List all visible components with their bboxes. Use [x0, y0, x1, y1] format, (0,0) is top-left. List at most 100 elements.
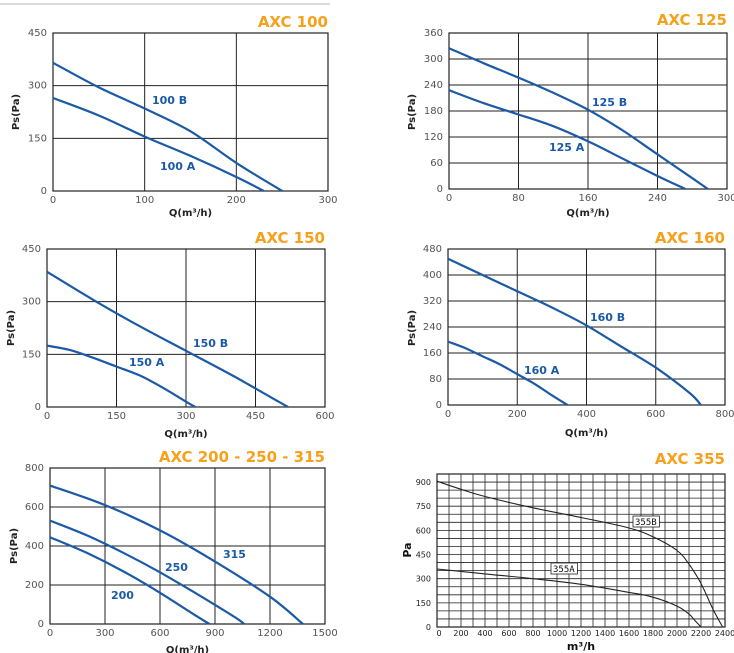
x-tick-label: 300 — [176, 411, 195, 422]
chart-title: AXC 125 — [657, 11, 727, 29]
x-tick-label: 800 — [715, 409, 734, 420]
x-tick-label: 200 — [508, 409, 527, 420]
y-tick-label: 80 — [429, 374, 442, 385]
plot-frame — [49, 467, 326, 625]
chart-axc200: AXC 200 - 250 - 315 0 200 400 600 800 0 300 600 9… — [9, 448, 338, 653]
y-tick-label: 300 — [416, 575, 431, 584]
x-tick-label: 1800 — [643, 629, 663, 638]
y-tick-label: 450 — [28, 28, 47, 39]
y-tick-label: 0 — [436, 400, 442, 411]
y-tick-label: 240 — [424, 80, 443, 91]
plot-frame — [52, 32, 329, 192]
y-tick-label: 900 — [416, 478, 431, 487]
x-tick-label: 900 — [205, 628, 224, 639]
x-tick-label: 0 — [44, 411, 50, 422]
x-axis-label: Q(m³/h) — [169, 208, 212, 219]
series-line-150-b — [46, 270, 289, 408]
plot-frame — [46, 248, 326, 408]
series-line-355a — [436, 568, 702, 628]
x-tick-label: 600 — [646, 409, 665, 420]
x-axis-label: m³/h — [567, 640, 595, 653]
series-label: 150 B — [193, 337, 228, 350]
series-line-160-a — [447, 340, 569, 406]
y-tick-label: 0 — [38, 619, 44, 630]
y-tick-label: 300 — [22, 297, 41, 308]
series-label: 125 B — [592, 96, 627, 109]
y-tick-label: 450 — [416, 551, 431, 560]
chart-title: AXC 355 — [655, 450, 725, 468]
y-tick-label: 600 — [416, 526, 431, 535]
series-label: 150 A — [129, 356, 165, 369]
series-line-100-a — [52, 96, 265, 192]
x-tick-label: 0 — [446, 193, 452, 204]
x-tick-label: 2400 — [715, 629, 734, 638]
y-tick-label: 800 — [25, 463, 44, 474]
y-tick-label: 0 — [426, 623, 431, 632]
y-tick-label: 0 — [35, 402, 41, 413]
x-tick-label: 400 — [577, 409, 596, 420]
series-label: 100 B — [152, 94, 187, 107]
series-label: 160 A — [524, 364, 560, 377]
x-axis-label: Q(m³/h) — [565, 428, 608, 439]
x-tick-label: 400 — [477, 629, 492, 638]
y-axis-label: Ps(Pa) — [6, 310, 17, 346]
y-tick-label: 300 — [424, 54, 443, 65]
y-tick-label: 150 — [22, 349, 41, 360]
x-tick-label: 600 — [315, 411, 334, 422]
series-label: 355A — [553, 565, 575, 575]
y-tick-label: 450 — [22, 244, 41, 255]
x-tick-label: 600 — [150, 628, 169, 639]
y-tick-label: 320 — [423, 296, 442, 307]
chart-title: AXC 160 — [655, 229, 725, 247]
chart-title: AXC 150 — [255, 229, 325, 247]
x-tick-label: 1000 — [547, 629, 567, 638]
y-tick-label: 240 — [423, 322, 442, 333]
plot-frame — [448, 32, 728, 190]
series-line-125-b — [448, 47, 709, 190]
series-line-200 — [49, 536, 211, 625]
chart-axc355: AXC 355 0 150 300 450 600 750 900 0 200 400 600 800 1… — [401, 450, 734, 653]
series-line-315 — [49, 484, 304, 625]
y-axis-label: Ps(Pa) — [11, 94, 22, 130]
series-label-box — [632, 515, 660, 528]
series-line-100-b — [52, 61, 283, 192]
series-label: 200 — [111, 589, 134, 602]
x-tick-label: 1200 — [571, 629, 591, 638]
x-axis-label: Q(m³/h) — [164, 429, 207, 440]
chart-title: AXC 100 — [258, 13, 328, 31]
series-label: 100 A — [160, 160, 196, 173]
series-line-125-a — [448, 89, 686, 190]
y-tick-label: 600 — [25, 502, 44, 513]
x-tick-label: 0 — [436, 629, 441, 638]
x-tick-label: 300 — [717, 193, 734, 204]
series-line-355b — [436, 480, 724, 628]
plot-frame — [447, 248, 726, 406]
series-label: 355B — [635, 518, 657, 528]
y-tick-label: 0 — [41, 186, 47, 197]
x-tick-label: 100 — [135, 195, 154, 206]
x-tick-label: 600 — [501, 629, 516, 638]
chart-axc125: AXC 125 0 60 120 180 240 300 360 0 80 160 240 300 Q(m… — [407, 11, 734, 219]
chart-axc100: AXC 100 0 150 300 450 0 100 200 300 Q(m³/h) Ps(Pa)… — [11, 13, 338, 219]
y-tick-label: 400 — [25, 541, 44, 552]
y-tick-label: 160 — [423, 348, 442, 359]
x-tick-label: 800 — [525, 629, 540, 638]
series-line-150-a — [46, 344, 196, 408]
x-tick-label: 1600 — [619, 629, 639, 638]
x-tick-label: 0 — [445, 409, 451, 420]
x-tick-label: 0 — [47, 628, 53, 639]
y-axis-label: Ps(Pa) — [9, 528, 20, 564]
y-tick-label: 150 — [28, 133, 47, 144]
x-tick-label: 1500 — [312, 628, 337, 639]
plot-frame — [436, 473, 726, 628]
series-label: 125 A — [549, 141, 585, 154]
x-tick-label: 200 — [227, 195, 246, 206]
y-tick-label: 150 — [416, 599, 431, 608]
x-tick-label: 1200 — [257, 628, 282, 639]
y-axis-label: Ps(Pa) — [407, 310, 418, 346]
x-tick-label: 2200 — [691, 629, 711, 638]
y-tick-label: 400 — [423, 270, 442, 281]
series-label: 160 B — [590, 311, 625, 324]
x-tick-label: 160 — [578, 193, 597, 204]
series-label-box — [550, 562, 578, 575]
